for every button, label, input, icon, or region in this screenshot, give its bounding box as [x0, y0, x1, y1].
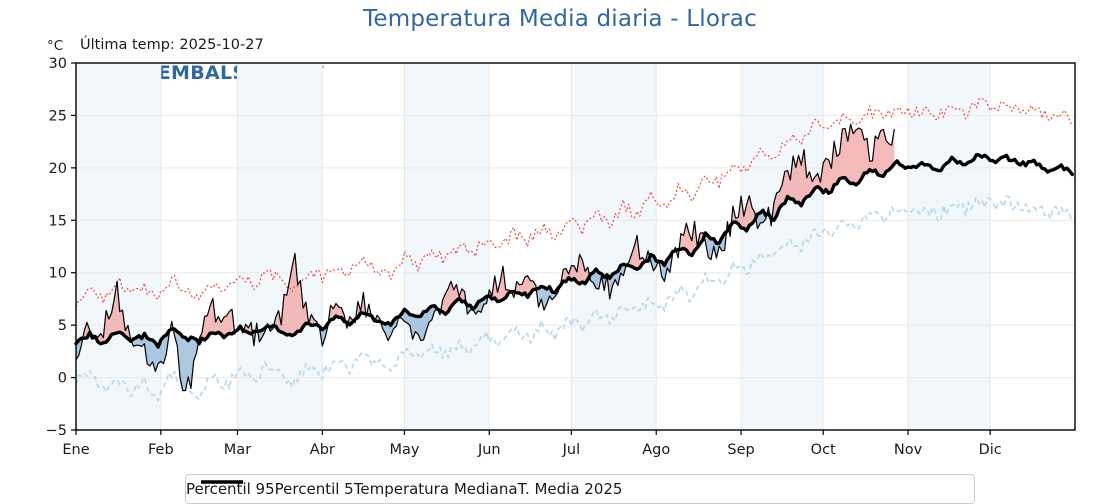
svg-text:Sep: Sep [727, 442, 754, 458]
legend-label-2: Temperatura Mediana [353, 480, 518, 498]
series-t-media-2025 [75, 123, 895, 392]
series-percentil-95 [75, 97, 1073, 308]
svg-text:Oct: Oct [811, 442, 836, 458]
svg-text:Ago: Ago [642, 442, 670, 458]
legend-item-1[interactable]: Percentil 5 [201, 475, 354, 503]
legend-label-3: T. Media 2025 [517, 480, 623, 498]
svg-text:5: 5 [58, 318, 67, 334]
legend-item-2[interactable]: Temperatura Mediana [201, 475, 518, 503]
month-bands [76, 63, 991, 430]
svg-text:Jul: Jul [562, 442, 581, 458]
y-axis: −5 0 5 10 15 20 25 30 [46, 56, 76, 439]
svg-text:Mar: Mar [224, 442, 251, 458]
svg-text:Feb: Feb [148, 442, 174, 458]
svg-text:Nov: Nov [894, 442, 923, 458]
legend-label-1: Percentil 5 [274, 480, 354, 498]
y-axis-unit-label: °C [47, 38, 64, 54]
svg-text:30: 30 [49, 56, 67, 72]
svg-text:20: 20 [49, 161, 67, 177]
series-percentil-5 [75, 195, 1074, 402]
deviation-fills [76, 124, 895, 391]
svg-text:Abr: Abr [310, 442, 335, 458]
legend-label-0: Percentil 95 [186, 480, 275, 498]
svg-text:25: 25 [49, 108, 67, 124]
svg-text:May: May [389, 442, 419, 458]
svg-text:15: 15 [49, 213, 67, 229]
svg-text:−5: −5 [46, 423, 67, 439]
plot-frame [75, 62, 1076, 431]
svg-text:10: 10 [49, 266, 67, 282]
svg-text:Jun: Jun [477, 442, 501, 458]
page-title: Temperatura Media diaria - Llorac [363, 6, 757, 32]
legend-item-3[interactable]: T. Media 2025 [201, 475, 623, 503]
last-temp-annotation: Última temp: 2025-10-27 [80, 37, 264, 53]
legend-swatch-3 [201, 481, 243, 483]
series-temperatura-mediana [74, 152, 1074, 349]
x-axis: Ene Feb Mar Abr May Jun Jul Ago Sep Oct Nov Dic [62, 430, 1002, 458]
svg-text:0: 0 [58, 371, 67, 387]
svg-text:Dic: Dic [979, 442, 1002, 458]
svg-text:Ene: Ene [62, 442, 89, 458]
